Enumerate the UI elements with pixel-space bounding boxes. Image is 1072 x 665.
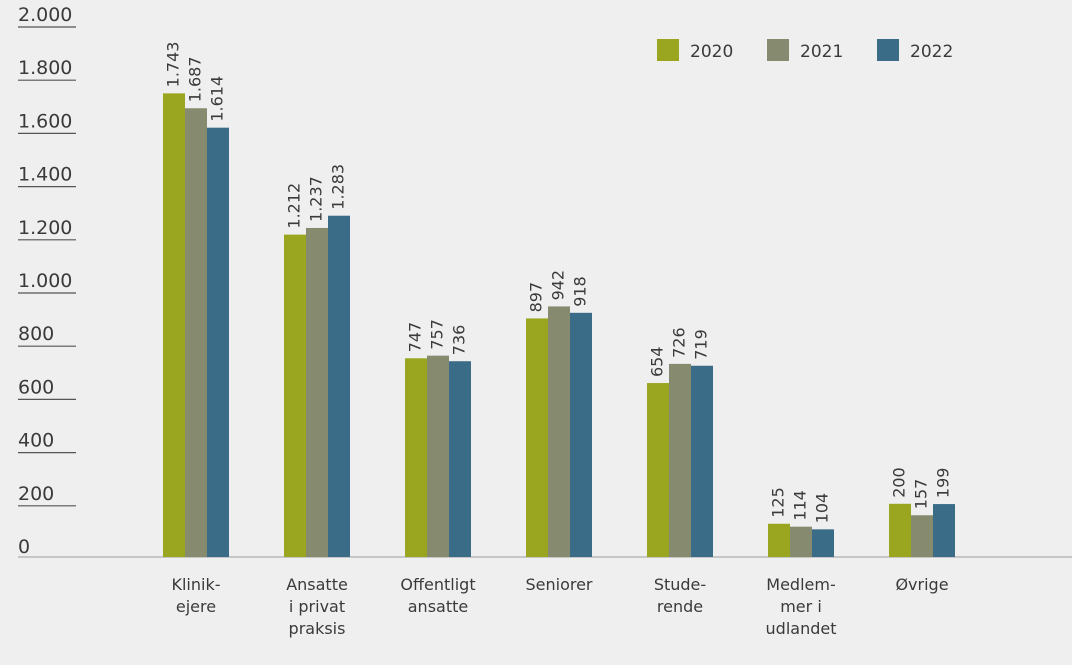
- data-label: 918: [571, 276, 590, 307]
- data-label: 125: [769, 487, 788, 518]
- data-label: 736: [450, 325, 469, 356]
- bar-2022: [328, 215, 350, 558]
- category-label: Medlem-mer i udlandet: [766, 575, 837, 638]
- y-tick-label: 1.000: [18, 270, 72, 292]
- category-label-line: rende: [657, 597, 703, 616]
- legend: 2020 2021 2022: [657, 39, 953, 62]
- category-label-line: Medlem-: [766, 575, 835, 594]
- category-label-line: ejere: [176, 597, 216, 616]
- bar-2020: [163, 93, 185, 557]
- bar-2021: [185, 108, 207, 558]
- bar-2020: [889, 503, 911, 557]
- legend-label: 2021: [800, 42, 843, 62]
- bar-2021: [790, 526, 812, 557]
- data-label: 1.212: [285, 183, 304, 229]
- data-label: 157: [912, 479, 931, 510]
- category-label-line: Stude-: [654, 575, 706, 594]
- bar-2020: [768, 523, 790, 557]
- category-label-line: ansatte: [408, 597, 468, 616]
- y-tick-label: 1.800: [18, 57, 72, 79]
- legend-label: 2020: [690, 42, 733, 62]
- category-label: Klinik-ejere: [171, 575, 220, 616]
- data-label: 199: [934, 468, 953, 499]
- data-label: 1.614: [208, 76, 227, 122]
- bar-2021: [669, 363, 691, 557]
- legend-label: 2022: [910, 42, 953, 62]
- data-label: 747: [406, 322, 425, 353]
- y-tick-label: 1.600: [18, 110, 72, 132]
- y-tick-label: 800: [18, 323, 54, 345]
- data-label: 1.743: [164, 42, 183, 88]
- bar-2022: [207, 127, 229, 558]
- y-tick-label: 200: [18, 483, 54, 505]
- y-tick-label: 1.200: [18, 217, 72, 239]
- bar-2021: [911, 515, 933, 557]
- data-label: 200: [890, 467, 909, 498]
- category-label-line: udlandet: [766, 619, 837, 638]
- y-tick-label: 2.000: [18, 4, 72, 26]
- bar-2020: [647, 383, 669, 557]
- data-label: 1.687: [186, 56, 205, 102]
- category-label-line: praksis: [289, 619, 346, 638]
- data-label: 654: [648, 346, 667, 377]
- bar-2022: [449, 361, 471, 557]
- category-label: Seniorer: [525, 575, 592, 594]
- category-label-line: Offentligt: [400, 575, 475, 594]
- bar-2020: [526, 318, 548, 557]
- legend-swatch-2022: [877, 39, 899, 61]
- bar-2022: [691, 365, 713, 557]
- data-label: 757: [428, 319, 447, 350]
- y-tick-label: 400: [18, 430, 54, 452]
- bar-2021: [548, 306, 570, 557]
- bar-2022: [570, 312, 592, 557]
- data-label: 897: [527, 282, 546, 313]
- category-label-line: Seniorer: [525, 575, 592, 594]
- category-label: Øvrige: [895, 575, 948, 594]
- data-label: 942: [549, 270, 568, 301]
- bar-2021: [427, 355, 449, 557]
- bar-2021: [306, 227, 328, 557]
- category-label: Stude-rende: [654, 575, 706, 616]
- bar-2020: [405, 358, 427, 557]
- category-label-line: i privat: [289, 597, 345, 616]
- data-label: 719: [692, 329, 711, 360]
- category-label-line: Ansatte: [286, 575, 348, 594]
- category-label-line: mer i: [780, 597, 822, 616]
- category-label: Offentligt ansatte: [400, 575, 475, 616]
- category-label-line: Øvrige: [895, 575, 948, 594]
- y-axis: 0 200 400 600 800 1.000 1.200 1.400 1.600 1.800 2.…: [18, 4, 1072, 558]
- bar-2022: [812, 529, 834, 557]
- category-label-line: Klinik-: [171, 575, 220, 594]
- data-label: 1.283: [329, 164, 348, 210]
- data-label: 1.237: [307, 176, 326, 222]
- bar-2020: [284, 234, 306, 557]
- legend-swatch-2020: [657, 39, 679, 61]
- x-axis: Klinik-ejere Ansatte i privat praksis Offent…: [171, 575, 948, 638]
- legend-swatch-2021: [767, 39, 789, 61]
- data-label: 104: [813, 493, 832, 524]
- y-tick-label: 600: [18, 376, 54, 398]
- y-tick-label: 0: [18, 536, 30, 558]
- bars: 1.743 1.212 747 897 654 125 200 1.687 1.237 757 94…: [163, 42, 955, 558]
- y-tick-label: 1.400: [18, 164, 72, 186]
- category-label: Ansatte i privat praksis: [286, 575, 348, 638]
- data-label: 726: [670, 327, 689, 358]
- data-label: 114: [791, 490, 810, 521]
- bar-2022: [933, 504, 955, 557]
